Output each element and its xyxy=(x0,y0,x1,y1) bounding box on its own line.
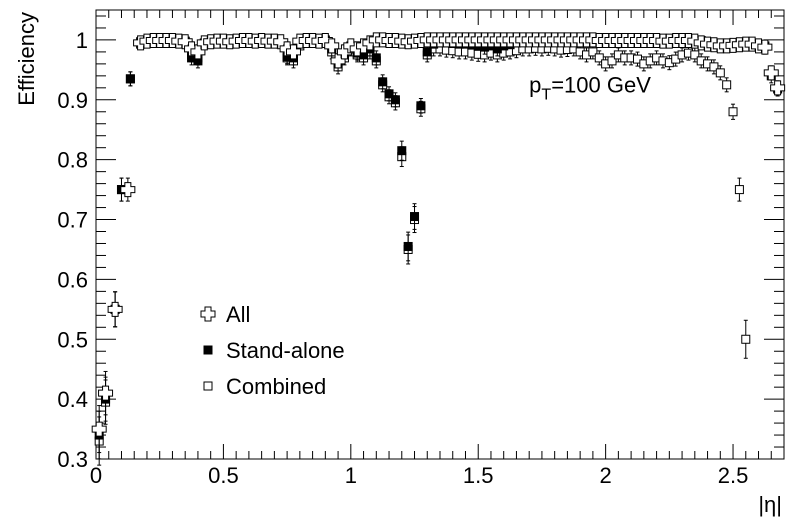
legend-marker-combined xyxy=(203,381,213,391)
x-tick-label: 2 xyxy=(600,463,612,488)
data-point xyxy=(384,89,394,99)
data-point xyxy=(120,182,136,198)
data-point xyxy=(722,80,732,90)
data-point xyxy=(632,54,642,64)
data-point xyxy=(285,44,301,60)
series-stand-alone xyxy=(94,35,783,460)
series-all xyxy=(91,32,786,454)
data-point xyxy=(588,47,598,57)
data-point xyxy=(757,39,773,55)
data-point xyxy=(734,185,744,195)
data-point xyxy=(741,334,751,344)
y-tick-label: 0.6 xyxy=(57,267,88,292)
data-point xyxy=(98,385,114,401)
data-point xyxy=(371,53,381,63)
data-point xyxy=(390,95,400,105)
legend-label: Combined xyxy=(226,374,326,399)
legend-marker-all xyxy=(200,306,216,322)
x-tick-label: 2.5 xyxy=(718,463,749,488)
data-point xyxy=(403,241,413,251)
data-point xyxy=(107,301,123,317)
y-tick-label: 0.7 xyxy=(57,208,88,233)
data-point xyxy=(416,101,426,111)
y-tick-label: 0.4 xyxy=(57,387,88,412)
x-tick-label: 0 xyxy=(90,463,102,488)
series-combined xyxy=(94,36,751,466)
y-tick-label: 0.9 xyxy=(57,88,88,113)
data-point xyxy=(763,65,779,81)
data-point xyxy=(324,38,340,54)
data-point xyxy=(715,68,725,78)
x-tick-label: 1.5 xyxy=(463,463,494,488)
x-tick-label: 0.5 xyxy=(208,463,239,488)
data-point xyxy=(607,56,617,66)
x-axis-title: |η| xyxy=(758,492,782,517)
pt-annotation-sub: T xyxy=(541,87,551,104)
data-point xyxy=(397,146,407,156)
data-point xyxy=(422,47,432,57)
data-point xyxy=(91,421,107,437)
legend-marker-stand-alone xyxy=(203,345,213,355)
y-tick-label: 1 xyxy=(76,28,88,53)
y-axis-title: Efficiency xyxy=(14,12,39,106)
y-tick-label: 0.8 xyxy=(57,148,88,173)
data-point xyxy=(594,53,604,63)
data-point xyxy=(728,107,738,117)
pt-annotation-main: p xyxy=(529,73,541,98)
data-point xyxy=(709,62,719,72)
plot-frame xyxy=(95,9,785,460)
x-tick-label: 1 xyxy=(345,463,357,488)
data-point xyxy=(410,212,420,222)
data-point xyxy=(125,74,135,84)
y-tick-label: 0.5 xyxy=(57,327,88,352)
data-point xyxy=(770,80,786,96)
data-point xyxy=(378,77,388,87)
pt-annotation-rest: =100 GeV xyxy=(551,73,651,98)
y-tick-label: 0.3 xyxy=(57,447,88,472)
legend-label: All xyxy=(226,302,250,327)
legend-label: Stand-alone xyxy=(226,338,345,363)
pt-annotation: pT=100 GeV xyxy=(529,73,651,104)
data-point xyxy=(690,50,700,60)
